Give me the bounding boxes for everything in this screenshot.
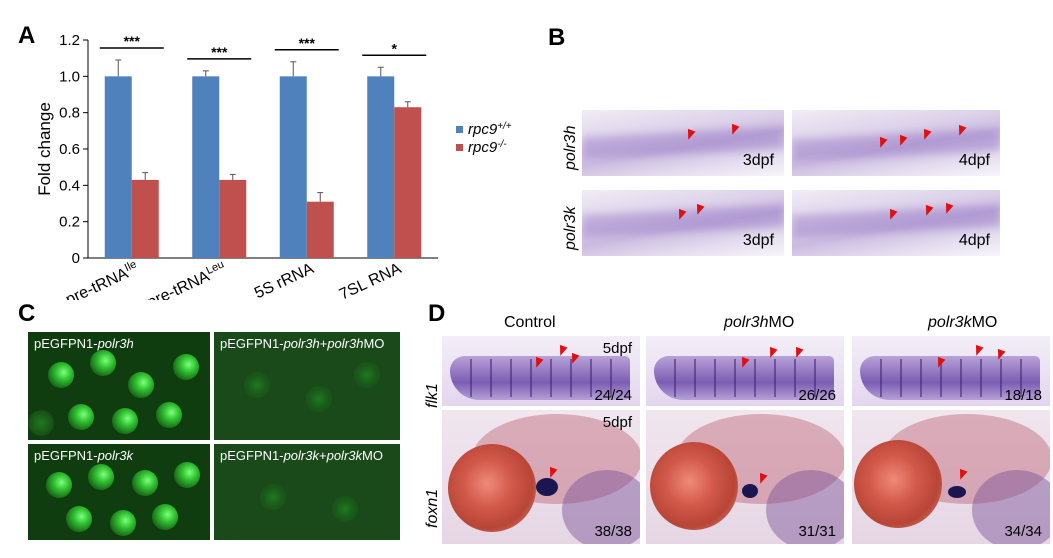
gfp-polr3k: pEGFPN1-polr3k <box>28 444 210 540</box>
significance-label: *** <box>124 33 141 49</box>
y-tick-label: 0.8 <box>59 105 80 122</box>
embryo-count: 34/34 <box>1004 523 1042 540</box>
legend-swatch <box>456 144 463 151</box>
ish-polr3h-3dpf: 3dpf <box>582 110 784 176</box>
x-tick-label: 5S rRNA <box>252 260 317 300</box>
significance-label: * <box>392 40 398 56</box>
fold-change-bar-chart: 0 0.2 0.4 0.6 0.8 1.0 1.2 Fold change *** pre-tRN… <box>35 32 512 300</box>
thymus <box>948 486 966 498</box>
ish-polr3k-3dpf: 3dpf <box>582 190 784 256</box>
stage-label: 4dpf <box>958 232 990 249</box>
construct-label: pEGFPN1-polr3k+polr3kMO <box>220 448 383 463</box>
column-label-control: Control <box>504 314 556 331</box>
thymus <box>536 478 558 496</box>
y-tick-label: 0.2 <box>59 214 80 231</box>
legend-entry: rpc9+/+ <box>468 121 512 139</box>
bar <box>306 201 334 258</box>
bar <box>279 76 307 258</box>
foxn1-polr3k-mo: 34/34 <box>852 410 1050 544</box>
panel-a-letter: A <box>18 22 36 49</box>
panel-b-letter: B <box>548 24 566 51</box>
embryo-count: 18/18 <box>1004 387 1042 404</box>
significance-label: *** <box>211 44 228 60</box>
embryo-count: 38/38 <box>594 523 632 540</box>
panel-c-letter: C <box>18 300 36 327</box>
construct-label: pEGFPN1-polr3h <box>34 336 134 351</box>
bar <box>367 76 395 258</box>
y-tick-label: 0 <box>72 250 80 267</box>
foxn1-polr3h-mo: 31/31 <box>646 410 844 544</box>
ish-polr3h-4dpf: 4dpf <box>792 110 1000 176</box>
eye <box>448 444 536 532</box>
bar <box>394 107 422 258</box>
row-label-flk1: flk1 <box>424 383 441 408</box>
foxn1-control: 5dpf 38/38 <box>442 410 640 544</box>
embryo-count: 26/26 <box>798 387 836 404</box>
embryo-count: 24/24 <box>594 387 632 404</box>
y-tick-label: 0.6 <box>59 141 80 158</box>
legend-swatch <box>456 126 463 133</box>
eye <box>650 442 738 530</box>
row-label-foxn1: foxn1 <box>424 488 441 528</box>
gfp-polr3k-mo: pEGFPN1-polr3k+polr3kMO <box>214 444 400 540</box>
y-tick-label: 0.4 <box>59 177 80 194</box>
construct-label: pEGFPN1-polr3h+polr3hMO <box>220 336 385 351</box>
stage-label: 3dpf <box>742 152 774 169</box>
bar <box>104 76 132 258</box>
significance-label: *** <box>299 35 316 51</box>
thymus <box>742 484 758 498</box>
y-tick-label: 1.2 <box>59 32 80 49</box>
gfp-polr3h: pEGFPN1-polr3h <box>28 332 210 440</box>
x-tick-label: 7SL RNA <box>337 260 404 300</box>
panel-d-letter: D <box>428 300 446 327</box>
x-tick-label: pre-tRNALeu <box>144 258 229 300</box>
ish-polr3k-4dpf: 4dpf <box>792 190 1000 256</box>
flk1-polr3h-mo: 26/26 <box>646 336 844 406</box>
stage-label: 5dpf <box>602 340 632 357</box>
construct-label: pEGFPN1-polr3k <box>34 448 133 463</box>
legend-entry: rpc9-/- <box>468 139 507 157</box>
y-axis-label: Fold change <box>35 102 54 196</box>
stage-label: 4dpf <box>958 152 990 169</box>
column-label-polr3k-mo: polr3kMO <box>928 314 998 331</box>
stage-label: 5dpf <box>602 414 632 431</box>
gfp-polr3h-mo: pEGFPN1-polr3h+polr3hMO <box>214 332 400 440</box>
flk1-polr3k-mo: 18/18 <box>852 336 1050 406</box>
y-tick-label: 1.0 <box>59 68 80 85</box>
eye <box>854 440 942 528</box>
embryo-count: 31/31 <box>798 523 836 540</box>
bar <box>192 76 220 258</box>
flk1-control: 5dpf 24/24 <box>442 336 640 406</box>
stage-label: 3dpf <box>742 232 774 249</box>
row-label-polr3h: polr3h <box>562 125 579 170</box>
column-label-polr3h-mo: polr3hMO <box>724 314 795 331</box>
row-label-polr3k: polr3k <box>562 206 579 250</box>
bar <box>219 179 247 258</box>
bar <box>131 179 159 258</box>
